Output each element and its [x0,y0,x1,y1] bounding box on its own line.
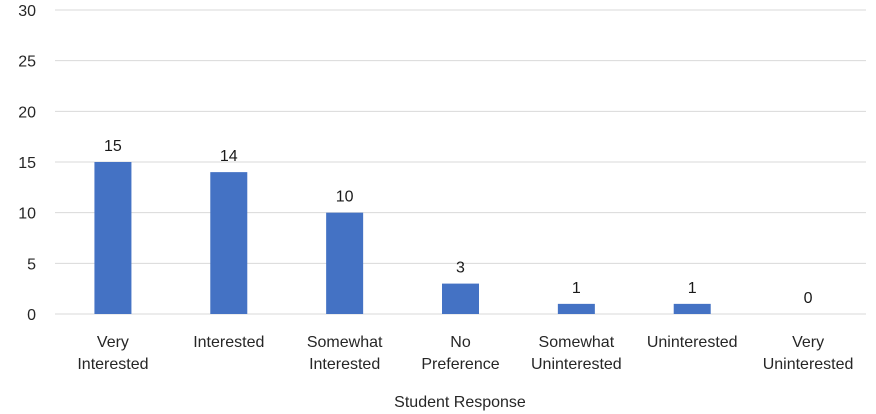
gridlines [55,9,866,315]
bar [94,162,132,314]
bar [442,283,479,314]
category-label: Interested [193,334,264,351]
category-label: Very Interested [77,334,148,373]
category-label-line: Somewhat [307,334,383,351]
category-label-line: Uninterested [531,356,622,373]
y-tick-label: 0 [27,307,36,324]
category-label-line: Very [792,334,824,351]
x-axis-category-labels: Very Interested Interested Somewhat Interest… [77,334,853,373]
data-label: 1 [688,280,697,297]
category-label-line: No [450,334,471,351]
data-label: 15 [104,138,122,155]
category-label: Somewhat Interested [307,334,383,373]
category-label: Very Uninterested [763,334,854,373]
category-label: Uninterested [647,334,738,351]
y-tick-label: 10 [18,206,36,223]
data-label: 10 [336,189,354,206]
category-label: Somewhat Uninterested [531,334,622,373]
bar [673,303,711,314]
category-label-line: Somewhat [539,334,615,351]
bar [557,303,595,314]
y-tick-label: 30 [18,3,36,20]
category-label-line: Uninterested [763,356,854,373]
bar [210,172,248,314]
category-label-line: Preference [421,356,499,373]
category-label: No Preference [421,334,499,373]
data-label: 14 [220,148,238,165]
y-tick-label: 15 [18,155,36,172]
category-label-line: Interested [309,356,380,373]
y-tick-label: 25 [18,54,36,71]
y-axis-tick-labels: 0 5 10 15 20 25 30 [18,3,36,324]
y-tick-label: 5 [27,256,36,273]
y-tick-label: 20 [18,104,36,121]
category-label-line: Interested [77,356,148,373]
data-label: 0 [804,290,813,307]
category-label-line: Interested [193,334,264,351]
bar [326,212,364,314]
x-axis-title: Student Response [394,394,526,411]
category-label-line: Very [97,334,129,351]
category-label-line: Uninterested [647,334,738,351]
data-label: 1 [572,280,581,297]
bars [94,162,711,314]
data-label: 3 [456,260,465,277]
